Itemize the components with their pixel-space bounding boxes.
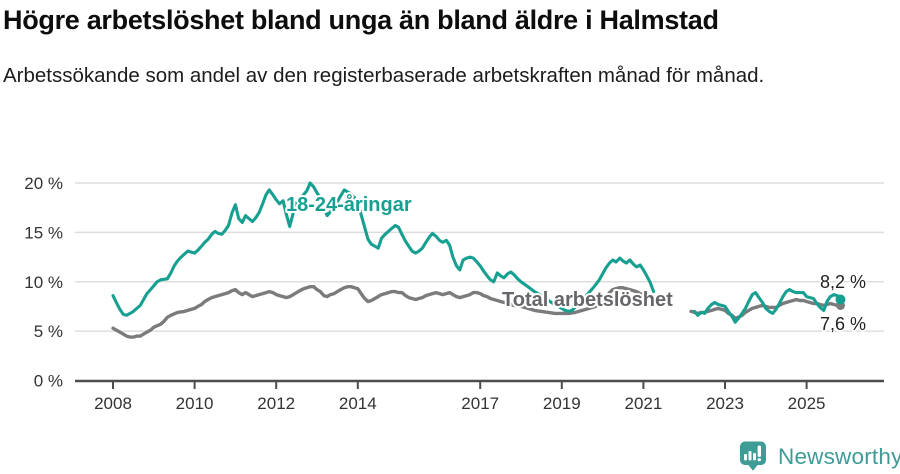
logo-bar-3	[753, 453, 756, 461]
x-axis-label: 2019	[543, 394, 581, 413]
x-axis-label: 2023	[706, 394, 744, 413]
newsworthy-logo-icon	[740, 441, 766, 471]
chart-subtitle: Arbetssökande som andel av den registerb…	[3, 64, 765, 87]
series-line-total	[111, 285, 656, 339]
x-axis-label: 2014	[339, 394, 377, 413]
newsworthy-logo-text: Newsworthy	[778, 443, 900, 469]
series-end-dot-youth	[835, 294, 846, 305]
chart-title: Högre arbetslöshet bland unga än bland ä…	[3, 5, 719, 35]
end-value-label-youth: 8,2 %	[820, 272, 866, 292]
y-axis-label: 15 %	[24, 223, 63, 242]
logo-bar-2	[748, 451, 752, 461]
y-axis-label: 10 %	[24, 273, 63, 292]
logo-bubble-tip	[748, 464, 758, 471]
y-axis-label: 0 %	[34, 372, 63, 391]
y-axis-label: 5 %	[34, 322, 63, 341]
logo-exclamation-bar	[757, 445, 761, 457]
x-axis-label: 2021	[624, 394, 662, 413]
x-axis-label: 2012	[257, 394, 295, 413]
logo-exclamation-dot	[757, 458, 761, 462]
series-line-youth	[111, 181, 656, 317]
series-line-youth	[692, 288, 843, 324]
x-axis-label: 2008	[94, 394, 132, 413]
y-axis-label: 20 %	[24, 174, 63, 193]
x-axis-label: 2017	[461, 394, 499, 413]
x-axis-label: 2025	[788, 394, 826, 413]
newsworthy-logo: Newsworthy	[739, 441, 900, 472]
end-value-label-total: 7,6 %	[820, 314, 866, 334]
logo-bar-1	[744, 454, 747, 461]
series-label-total: Total arbetslöshet	[502, 289, 673, 311]
series-label-youth: 18-24-åringar	[286, 193, 412, 216]
x-axis-label: 2010	[176, 394, 214, 413]
